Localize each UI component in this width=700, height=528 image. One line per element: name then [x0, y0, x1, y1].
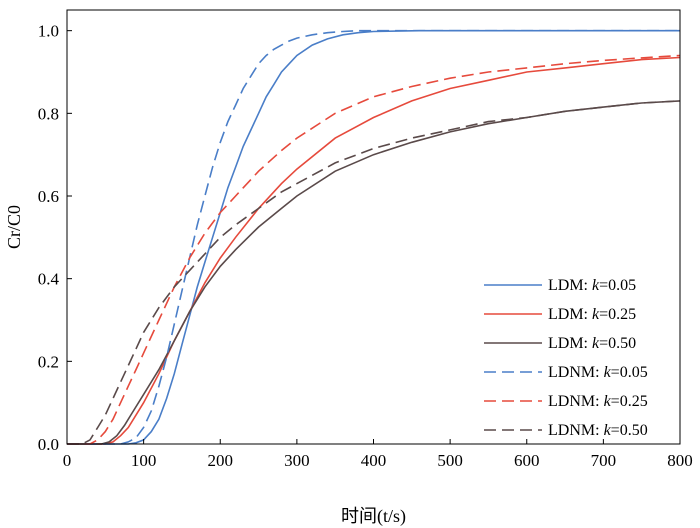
x-tick-label: 800	[667, 451, 693, 470]
series-line-3	[67, 29, 680, 445]
x-tick-label: 300	[284, 451, 310, 470]
x-tick-label: 400	[361, 451, 387, 470]
plot-lines	[67, 29, 681, 445]
x-tick-label: 200	[208, 451, 234, 470]
x-tick-label: 600	[514, 451, 540, 470]
legend-label-4: LDNM: k=0.25	[548, 393, 648, 410]
legend-label-3: LDNM: k=0.05	[548, 364, 648, 381]
y-tick-label: 0.0	[38, 435, 59, 454]
x-axis-title: 时间(t/s)	[341, 506, 406, 527]
y-tick-label: 0.6	[38, 187, 59, 206]
x-tick-label: 100	[131, 451, 157, 470]
y-tick-label: 1.0	[38, 22, 59, 41]
y-tick-label: 0.4	[38, 270, 60, 289]
series-line-5	[67, 100, 681, 445]
y-tick-label: 0.2	[38, 352, 59, 371]
legend-label-0: LDM: k=0.05	[548, 277, 636, 294]
series-line-1	[67, 56, 681, 445]
legend-label-2: LDM: k=0.50	[548, 335, 636, 352]
legend-label-5: LDNM: k=0.50	[548, 422, 648, 439]
series-line-4	[67, 54, 681, 445]
series-line-0	[67, 29, 680, 445]
x-tick-label: 700	[591, 451, 617, 470]
legend-label-1: LDM: k=0.25	[548, 306, 636, 323]
x-tick-label: 500	[437, 451, 463, 470]
y-tick-label: 0.8	[38, 104, 59, 123]
y-axis-title: Cr/C0	[4, 205, 24, 249]
x-tick-label: 0	[63, 451, 72, 470]
axis-ticks: 0 100 200 300 400 500 600 700 800 0.0 0.2 0.4 0.6 0.8…	[38, 22, 693, 470]
legend: LDM: k=0.05 LDM: k=0.25 LDM: k=0.50 LDNM: k…	[484, 277, 648, 439]
